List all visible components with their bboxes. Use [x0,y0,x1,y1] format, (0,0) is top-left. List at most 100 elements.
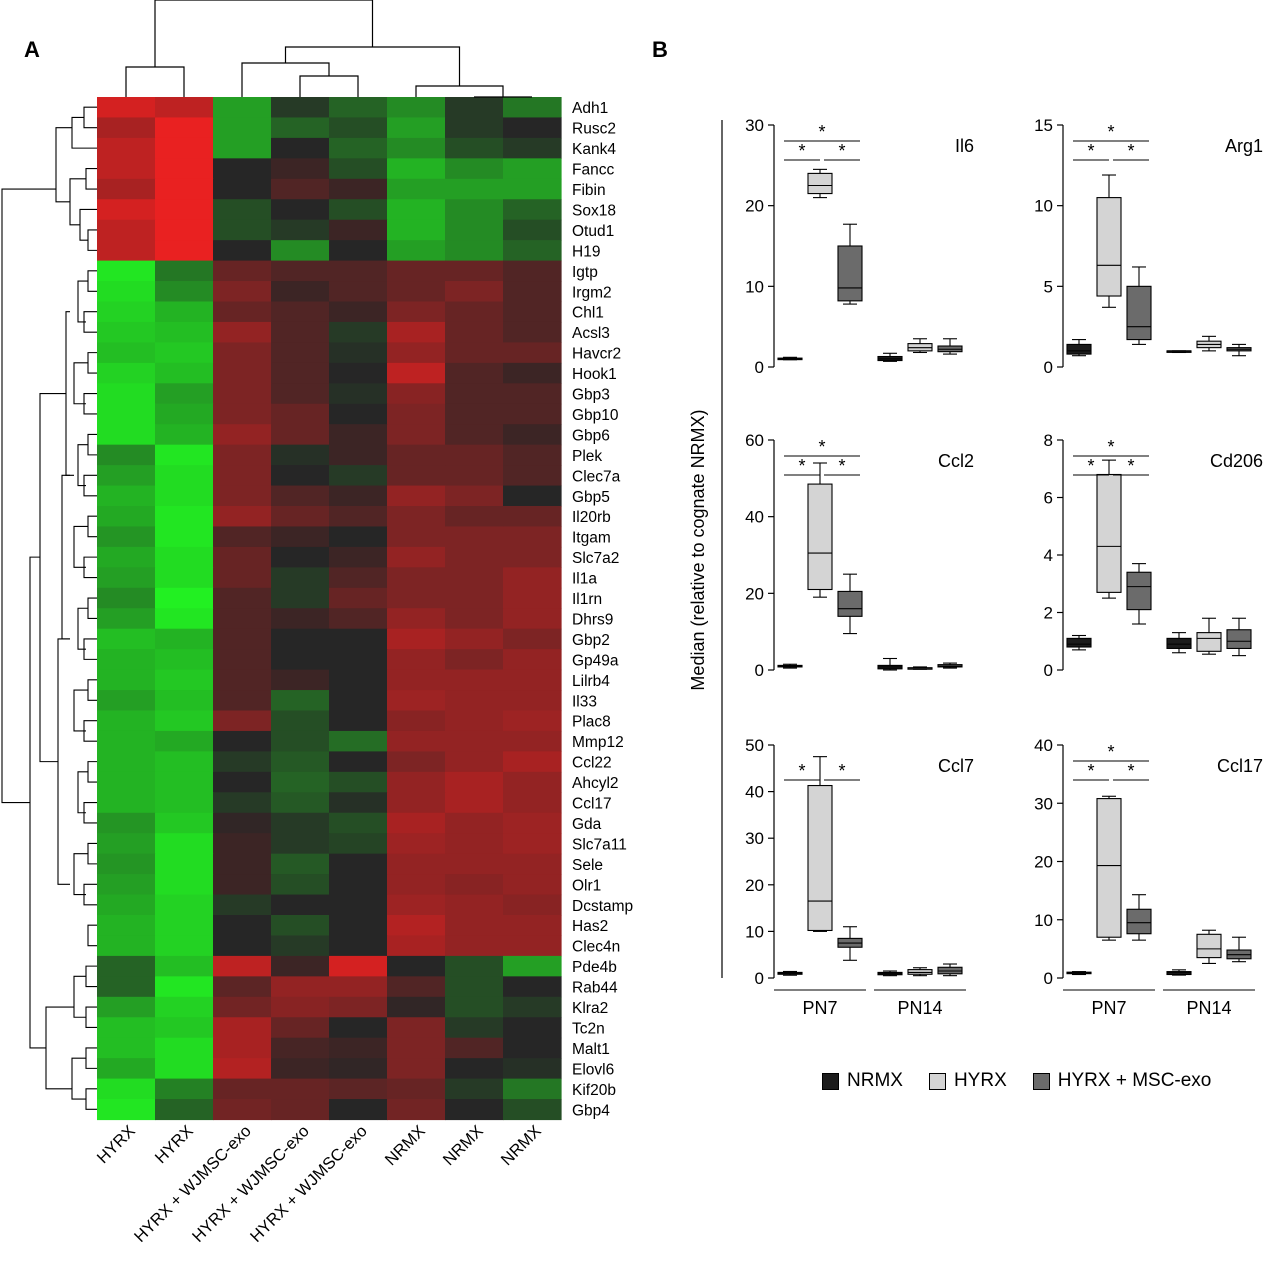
box-body [1096,473,1122,593]
y-tick-label: 0 [755,969,764,988]
heatmap-cell [213,178,272,200]
heatmap-cell [155,792,214,814]
heatmap-cell [97,1037,156,1059]
heatmap-cell [155,894,214,916]
sig-star: * [1127,141,1134,161]
heatmap-cell [97,894,156,916]
y-tick-label: 2 [1044,604,1053,623]
gene-label: Igtp [572,264,598,281]
heatmap-cell [213,730,272,752]
heatmap-cell [155,751,214,773]
gene-label: Irgm2 [572,284,612,301]
box-nrmx [1066,971,1092,976]
gene-label: Fibin [572,182,606,199]
heatmap-cell [271,199,330,221]
heatmap-cell [329,710,388,732]
sample-label: HYRX [94,1122,139,1167]
box-hyrx-msc-exo [1126,266,1152,345]
gene-label: Gbp5 [572,489,610,506]
gene-label: Dcstamp [572,898,633,915]
box-body [1126,571,1152,611]
box-hyrx [1096,459,1122,599]
heatmap-cell [387,894,446,916]
heatmap-cell [329,546,388,568]
heatmap-cell [271,546,330,568]
heatmap-cell [503,812,562,834]
boxplot-panel: 0 2 4 6 8 Cd206 * * * [1044,431,1263,680]
heatmap-cell [97,1017,156,1039]
sig-star: * [838,141,845,161]
heatmap-cell [445,281,504,303]
heatmap-cell [329,301,388,323]
heatmap-cell [503,444,562,466]
gene-label: Pde4b [572,959,617,976]
heatmap-cell [329,1037,388,1059]
heatmap-cell [329,383,388,405]
heatmap-cell [445,690,504,712]
column-dendrogram-branch [154,0,374,67]
heatmap-cell [97,117,156,139]
heatmap-cell [271,97,330,119]
heatmap-cell [155,281,214,303]
legend-label-hyrx-msc: HYRX + MSC-exo [1057,1070,1212,1091]
y-axis-title: Median (relative to cognate NRMX) [688,409,708,690]
heatmap-cell [503,853,562,875]
heatmap-cell [445,792,504,814]
y-tick-label: 20 [745,876,764,895]
heatmap-cell [387,915,446,937]
heatmap-cell [97,178,156,200]
heatmap-cell [155,628,214,650]
heatmap-cell [445,219,504,241]
heatmap-cell [329,567,388,589]
box-body [1226,629,1252,649]
boxplot-panel: 0 5 10 15 Arg1 * * * [1034,116,1263,377]
sig-star: * [798,456,805,476]
heatmap-cell [329,424,388,446]
heatmap-cell [155,199,214,221]
gene-label: Gbp6 [572,427,610,444]
heatmap-cell [213,1058,272,1080]
heatmap-cell [387,833,446,855]
heatmap-cell [445,342,504,364]
y-tick-label: 4 [1044,546,1053,565]
heatmap-cell [503,771,562,793]
heatmap-cell [503,996,562,1018]
heatmap-cell [271,690,330,712]
gene-label: Clec4n [572,939,620,956]
heatmap-cell [213,690,272,712]
sig-star: * [1107,122,1114,142]
gene-label: Havcr2 [572,346,621,363]
sig-star: * [798,141,805,161]
heatmap-cell [503,1058,562,1080]
heatmap-cell [97,444,156,466]
heatmap-cell [97,771,156,793]
box-nrmx [777,663,803,669]
heatmap-cell [387,117,446,139]
heatmap-cell [155,1099,214,1121]
heatmap-cell [271,281,330,303]
heatmap-cell [387,383,446,405]
row-dendrogram-branch [77,771,88,814]
heatmap-cell [271,465,330,487]
heatmap-cell [97,976,156,998]
heatmap-cell [329,894,388,916]
sample-label: NRMX [498,1122,545,1169]
heatmap-cell [155,935,214,957]
panel-label-b: B [652,37,668,62]
box-hyrx-msc-exo [937,963,963,977]
heatmap-cell [387,546,446,568]
heatmap-cell [97,199,156,221]
heatmap-cell [329,1099,388,1121]
row-dendrogram-branch [87,924,97,947]
heatmap-cell [213,955,272,977]
gene-label: Itgam [572,530,611,547]
box-body [1196,632,1222,652]
y-tick-label: 6 [1044,489,1053,508]
sig-star: * [1087,141,1094,161]
heatmap-cell [387,465,446,487]
box-hyrx-msc-exo [837,573,863,635]
heatmap-cell [445,546,504,568]
heatmap-cell [155,301,214,323]
gene-label: Gbp4 [572,1102,610,1119]
gene-label: Plek [572,448,602,465]
